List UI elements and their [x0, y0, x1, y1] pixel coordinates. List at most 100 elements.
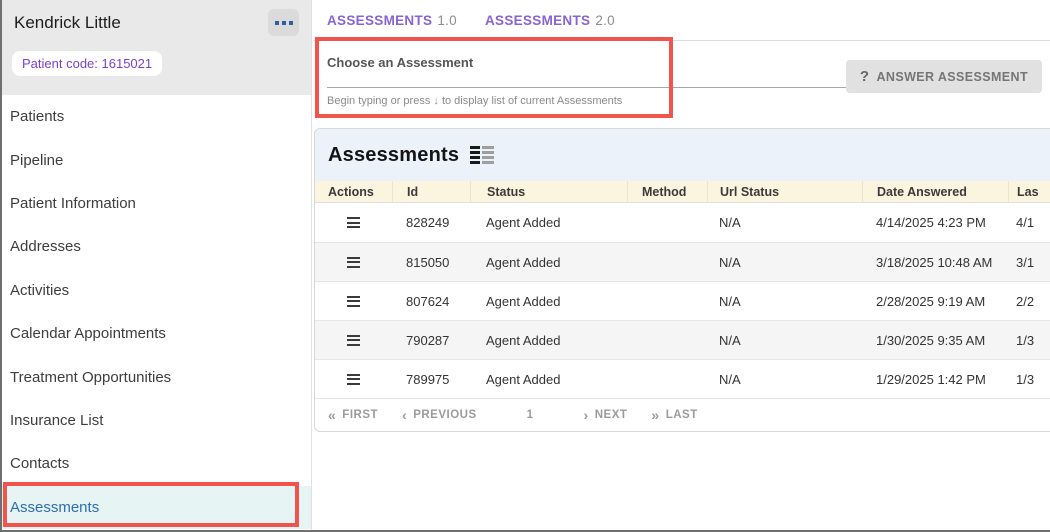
row-actions-menu-icon[interactable] — [345, 252, 362, 272]
row-actions-menu-icon[interactable] — [345, 369, 362, 389]
pagination-page-1[interactable]: 1 — [526, 409, 534, 421]
column-header-id: Id — [392, 181, 470, 202]
table-row: 815050 Agent Added N/A 3/18/2025 10:48 AM 3/… — [315, 242, 1050, 281]
double-chevron-right-icon: » — [651, 407, 660, 423]
sidebar-item-label: Patient Information — [10, 194, 136, 212]
assessments-panel-header: Assessments — [315, 129, 1050, 181]
chevron-right-icon: › — [583, 407, 589, 423]
cell-date-answered: 1/30/2025 9:35 AM — [876, 332, 986, 348]
ellipsis-icon — [281, 20, 286, 25]
pagination-previous-button[interactable]: ‹ PREVIOUS — [402, 408, 477, 422]
table-row: 828249 Agent Added N/A 4/14/2025 4:23 PM 4/1 — [315, 203, 1050, 242]
patient-code-badge: Patient code: 1615021 — [12, 51, 163, 76]
question-mark-icon: ? — [859, 68, 870, 85]
cell-last: 2/2 — [1016, 293, 1035, 309]
pagination-next-button[interactable]: › NEXT — [584, 408, 628, 422]
cell-date-answered: 3/18/2025 10:48 AM — [876, 254, 993, 270]
sidebar-item-activities[interactable]: Activities — [2, 269, 311, 312]
cell-url-status: N/A — [719, 371, 741, 387]
list-details-icon — [470, 146, 495, 164]
cell-actions — [315, 252, 392, 272]
table-body: 828249 Agent Added N/A 4/14/2025 4:23 PM 4/1… — [315, 203, 1050, 398]
patient-header: Kendrick Little Patient code: 1615021 — [2, 0, 311, 95]
cell-id: 790287 — [406, 332, 450, 348]
sidebar-item-patients[interactable]: Patients — [2, 95, 311, 138]
sidebar-item-assessments[interactable]: Assessments — [2, 485, 311, 529]
row-actions-menu-icon[interactable] — [345, 291, 362, 311]
table-header-row: Actions Id Status Method Url Status Date… — [315, 181, 1050, 203]
sidebar-item-patient-information[interactable]: Patient Information — [2, 182, 311, 225]
column-header-actions: Actions — [328, 184, 374, 199]
pagination: « FIRST ‹ PREVIOUS 1 › NEXT » LAST — [315, 398, 1050, 431]
main-area: ASSESSMENTS 1.0 ASSESSMENTS 2.0 Choose a… — [313, 0, 1050, 530]
column-header-date-answered: Date Answered — [862, 181, 1008, 202]
cell-date-answered: 2/28/2025 9:19 AM — [876, 293, 986, 309]
cell-url-status: N/A — [719, 293, 741, 309]
tab-version: 2.0 — [595, 12, 615, 28]
cell-actions — [315, 291, 392, 311]
row-actions-menu-icon[interactable] — [345, 330, 362, 350]
sidebar-item-addresses[interactable]: Addresses — [2, 225, 311, 268]
assessment-picker: Choose an Assessment Begin typing or pre… — [327, 55, 857, 107]
cell-status: Agent Added — [486, 332, 561, 348]
pagination-previous-label: PREVIOUS — [413, 409, 477, 421]
row-actions-menu-icon[interactable] — [345, 213, 362, 233]
cell-id: 815050 — [406, 254, 450, 270]
cell-last: 4/1 — [1016, 215, 1035, 230]
cell-status: Agent Added — [486, 293, 561, 309]
pagination-first-button[interactable]: « FIRST — [328, 408, 378, 422]
sidebar: Kendrick Little Patient code: 1615021 Pa… — [2, 0, 312, 530]
sidebar-item-pipeline[interactable]: Pipeline — [2, 138, 311, 181]
sidebar-item-contacts[interactable]: Contacts — [2, 442, 311, 485]
tab-assessments-2-0[interactable]: ASSESSMENTS 2.0 — [485, 13, 615, 28]
cell-actions — [315, 369, 392, 389]
tab-assessments-1-0[interactable]: ASSESSMENTS 1.0 — [327, 13, 457, 28]
pagination-last-label: LAST — [665, 409, 698, 421]
more-options-button[interactable] — [268, 9, 299, 36]
cell-url-status: N/A — [719, 254, 741, 270]
assessment-picker-input[interactable] — [327, 72, 857, 88]
cell-last: 1/3 — [1016, 371, 1035, 387]
cell-status: Agent Added — [486, 215, 561, 230]
pagination-last-button[interactable]: » LAST — [651, 408, 697, 422]
tab-bar: ASSESSMENTS 1.0 ASSESSMENTS 2.0 — [313, 0, 1050, 41]
patient-name: Kendrick Little — [14, 13, 121, 32]
double-chevron-left-icon: « — [328, 407, 337, 423]
sidebar-nav: Patients Pipeline Patient Information Addre… — [2, 95, 311, 529]
cell-actions — [315, 213, 392, 233]
tab-label: ASSESSMENTS — [485, 12, 591, 28]
cell-date-answered: 4/14/2025 4:23 PM — [876, 215, 986, 230]
cell-url-status: N/A — [719, 215, 741, 230]
sidebar-item-label: Contacts — [10, 455, 70, 473]
sidebar-item-insurance-list[interactable]: Insurance List — [2, 399, 311, 442]
cell-url-status: N/A — [719, 332, 741, 348]
column-header-status: Status — [470, 181, 627, 202]
sidebar-item-label: Activities — [10, 281, 70, 299]
cell-date-answered: 1/29/2025 1:42 PM — [876, 371, 986, 387]
pagination-next-label: NEXT — [594, 409, 628, 421]
sidebar-item-label: Addresses — [10, 238, 81, 256]
ellipsis-icon — [274, 20, 279, 25]
answer-assessment-label: ANSWER ASSESSMENT — [876, 69, 1028, 84]
answer-assessment-button[interactable]: ? ANSWER ASSESSMENT — [845, 60, 1042, 93]
table-row: 790287 Agent Added N/A 1/30/2025 9:35 AM 1/3 — [315, 320, 1050, 359]
sidebar-item-label: Insurance List — [10, 411, 104, 429]
cell-last: 1/3 — [1016, 332, 1035, 348]
sidebar-item-calendar-appointments[interactable]: Calendar Appointments — [2, 312, 311, 355]
cell-status: Agent Added — [486, 371, 561, 387]
column-header-last: Las — [1008, 181, 1050, 202]
assessment-picker-helper: Begin typing or press ↓ to display list … — [327, 94, 623, 107]
sidebar-item-label: Patients — [10, 108, 65, 126]
cell-actions — [315, 330, 392, 350]
table-row: 789975 Agent Added N/A 1/29/2025 1:42 PM 1/3 — [315, 359, 1050, 398]
cell-id: 789975 — [406, 371, 450, 387]
sidebar-item-treatment-opportunities[interactable]: Treatment Opportunities — [2, 355, 311, 398]
chevron-left-icon: ‹ — [402, 407, 408, 423]
assessments-panel: Assessments Actions Id Status Method Url… — [314, 128, 1050, 432]
sidebar-item-label: Treatment Opportunities — [10, 368, 172, 386]
sidebar-item-label: Assessments — [10, 498, 100, 516]
column-header-url-status: Url Status — [707, 181, 862, 202]
cell-status: Agent Added — [486, 254, 561, 270]
ellipsis-icon — [288, 20, 293, 25]
tab-version: 1.0 — [437, 12, 457, 28]
